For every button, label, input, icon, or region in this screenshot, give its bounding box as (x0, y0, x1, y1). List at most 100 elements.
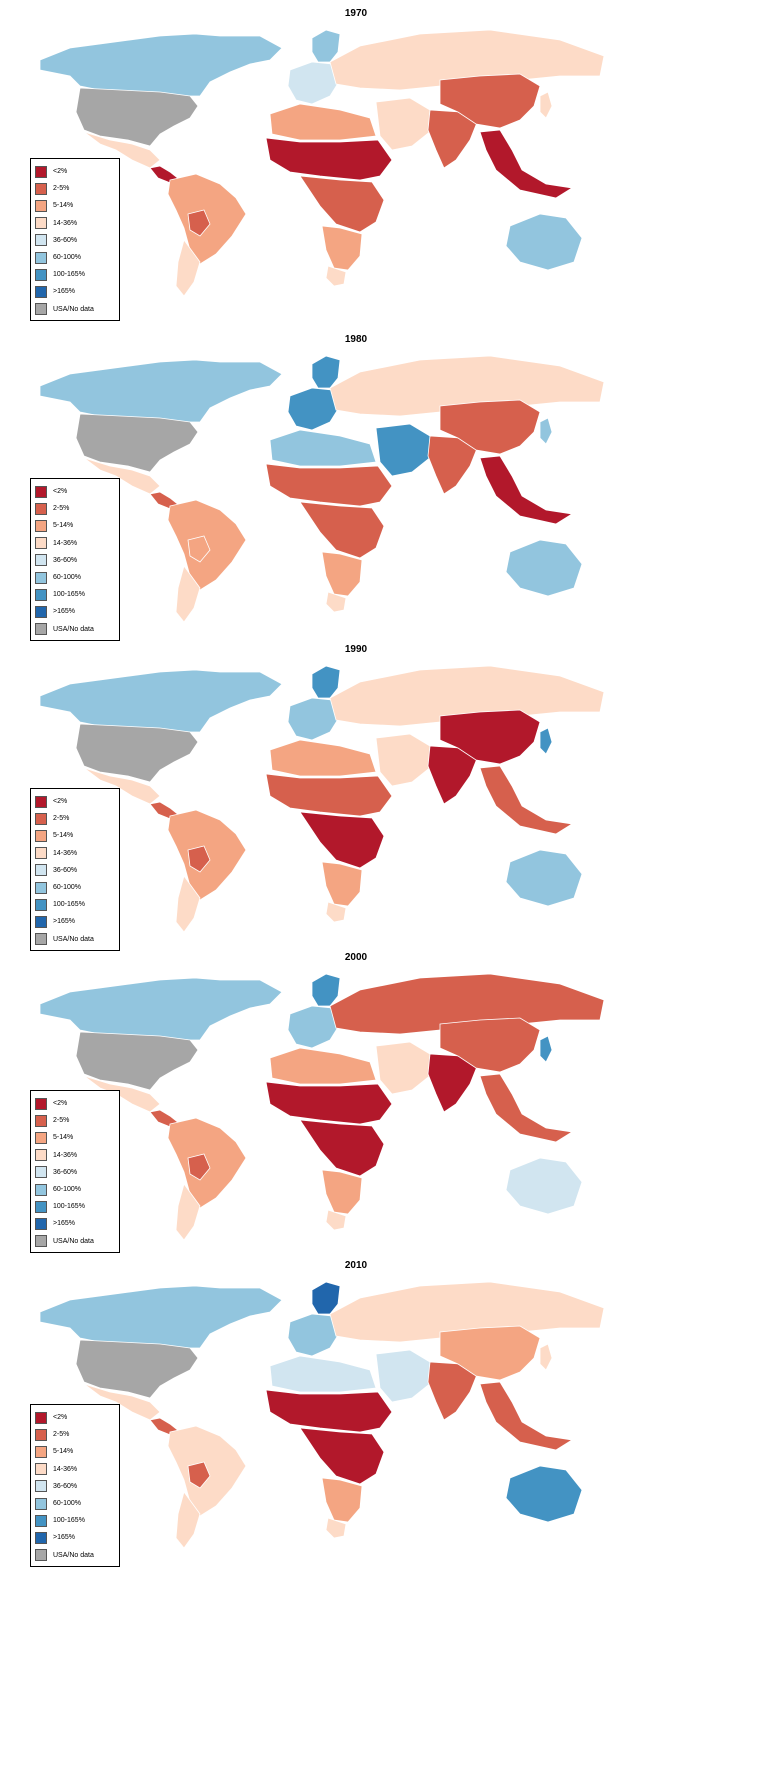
region-australia (505, 849, 583, 907)
legend-swatch (35, 1183, 47, 1196)
region-southern-africa (321, 1477, 363, 1523)
region-southeast-asia (479, 455, 574, 525)
legend-item: 2-5% (35, 1112, 115, 1129)
legend-swatch (35, 1166, 47, 1179)
legend-label: >165% (53, 288, 75, 296)
region-canada (39, 669, 283, 733)
region-japan (539, 1343, 553, 1371)
region-bolivia (187, 535, 211, 563)
legend: <2% 2-5% 5-14% 14-36% 36-60% 60-100% 100-165% >… (30, 1404, 120, 1567)
region-north-africa (269, 739, 377, 777)
legend-label: 2-5% (53, 1117, 70, 1125)
region-southern-africa (321, 1169, 363, 1215)
legend-item: <2% (35, 1409, 115, 1426)
legend-swatch (35, 1114, 47, 1127)
legend-item: 5-14% (35, 197, 115, 214)
legend-item: >165% (35, 603, 115, 620)
region-russia (329, 29, 605, 91)
legend-swatch (35, 1497, 47, 1510)
region-bolivia (187, 209, 211, 237)
region-japan (539, 727, 553, 755)
region-canada (39, 359, 283, 423)
region-scandinavia (311, 973, 341, 1007)
legend-item: USA/No data (35, 1233, 115, 1250)
legend-label: 5-14% (53, 1448, 74, 1456)
region-south-africa (325, 1209, 347, 1231)
legend-swatch (35, 217, 47, 230)
region-sahel (265, 463, 393, 507)
region-scandinavia (311, 1281, 341, 1315)
region-south-africa (325, 265, 347, 287)
legend-item: 100-165% (35, 586, 115, 603)
legend-label: 2-5% (53, 815, 70, 823)
region-australia (505, 1465, 583, 1523)
region-southeast-asia (479, 1073, 574, 1143)
region-mexico (83, 131, 161, 169)
legend-item: 36-60% (35, 1164, 115, 1181)
legend-swatch (35, 199, 47, 212)
region-europe-west (287, 697, 341, 741)
legend-item: <2% (35, 163, 115, 180)
legend-label: 2-5% (53, 1431, 70, 1439)
legend-swatch (35, 251, 47, 264)
legend-item: 36-60% (35, 232, 115, 249)
legend-item: 36-60% (35, 552, 115, 569)
region-russia (329, 1281, 605, 1343)
legend-swatch (35, 537, 47, 550)
region-canada (39, 33, 283, 97)
legend-swatch (35, 812, 47, 825)
region-usa (75, 87, 199, 147)
legend-swatch (35, 1445, 47, 1458)
legend-item: 60-100% (35, 1181, 115, 1198)
legend-label: <2% (53, 488, 68, 496)
region-mexico (83, 767, 161, 805)
region-south-africa (325, 901, 347, 923)
legend-label: 5-14% (53, 202, 74, 210)
legend-label: 100-165% (53, 1203, 85, 1211)
legend-label: 5-14% (53, 832, 74, 840)
panel-title: 1970 (344, 8, 368, 19)
legend-item: 5-14% (35, 517, 115, 534)
legend-label: 14-36% (53, 1465, 78, 1473)
region-australia (505, 1157, 583, 1215)
region-middle-east (375, 1349, 433, 1403)
legend-swatch (35, 502, 47, 515)
legend-item: USA/No data (35, 301, 115, 318)
legend-label: 36-60% (53, 1168, 78, 1176)
legend-item: <2% (35, 1095, 115, 1112)
legend-label: 60-100% (53, 1186, 82, 1194)
region-australia (505, 213, 583, 271)
panel-title: 2000 (344, 952, 368, 963)
legend-swatch (35, 285, 47, 298)
region-mexico (83, 1383, 161, 1421)
legend-swatch (35, 881, 47, 894)
world-map (39, 665, 605, 933)
legend-swatch (35, 915, 47, 928)
legend-swatch (35, 1549, 47, 1562)
legend-swatch (35, 234, 47, 247)
region-china (439, 73, 541, 129)
region-japan (539, 417, 553, 445)
region-middle-east (375, 733, 433, 787)
legend-item: >165% (35, 1529, 115, 1546)
legend-label: 60-100% (53, 1500, 82, 1508)
region-australia (505, 539, 583, 597)
world-map (39, 973, 605, 1241)
region-japan (539, 91, 553, 119)
region-europe-west (287, 387, 341, 431)
legend-swatch (35, 554, 47, 567)
region-south-cone (175, 565, 201, 623)
region-russia (329, 355, 605, 417)
region-europe-west (287, 1313, 341, 1357)
legend-swatch (35, 623, 47, 636)
region-north-africa (269, 103, 377, 141)
legend-swatch (35, 303, 47, 316)
legend-swatch (35, 485, 47, 498)
region-europe-west (287, 61, 341, 105)
region-sahel (265, 1081, 393, 1125)
region-central-africa (299, 1427, 385, 1485)
legend-item: USA/No data (35, 931, 115, 948)
legend-swatch (35, 1480, 47, 1493)
legend-swatch (35, 829, 47, 842)
legend-label: <2% (53, 1100, 68, 1108)
